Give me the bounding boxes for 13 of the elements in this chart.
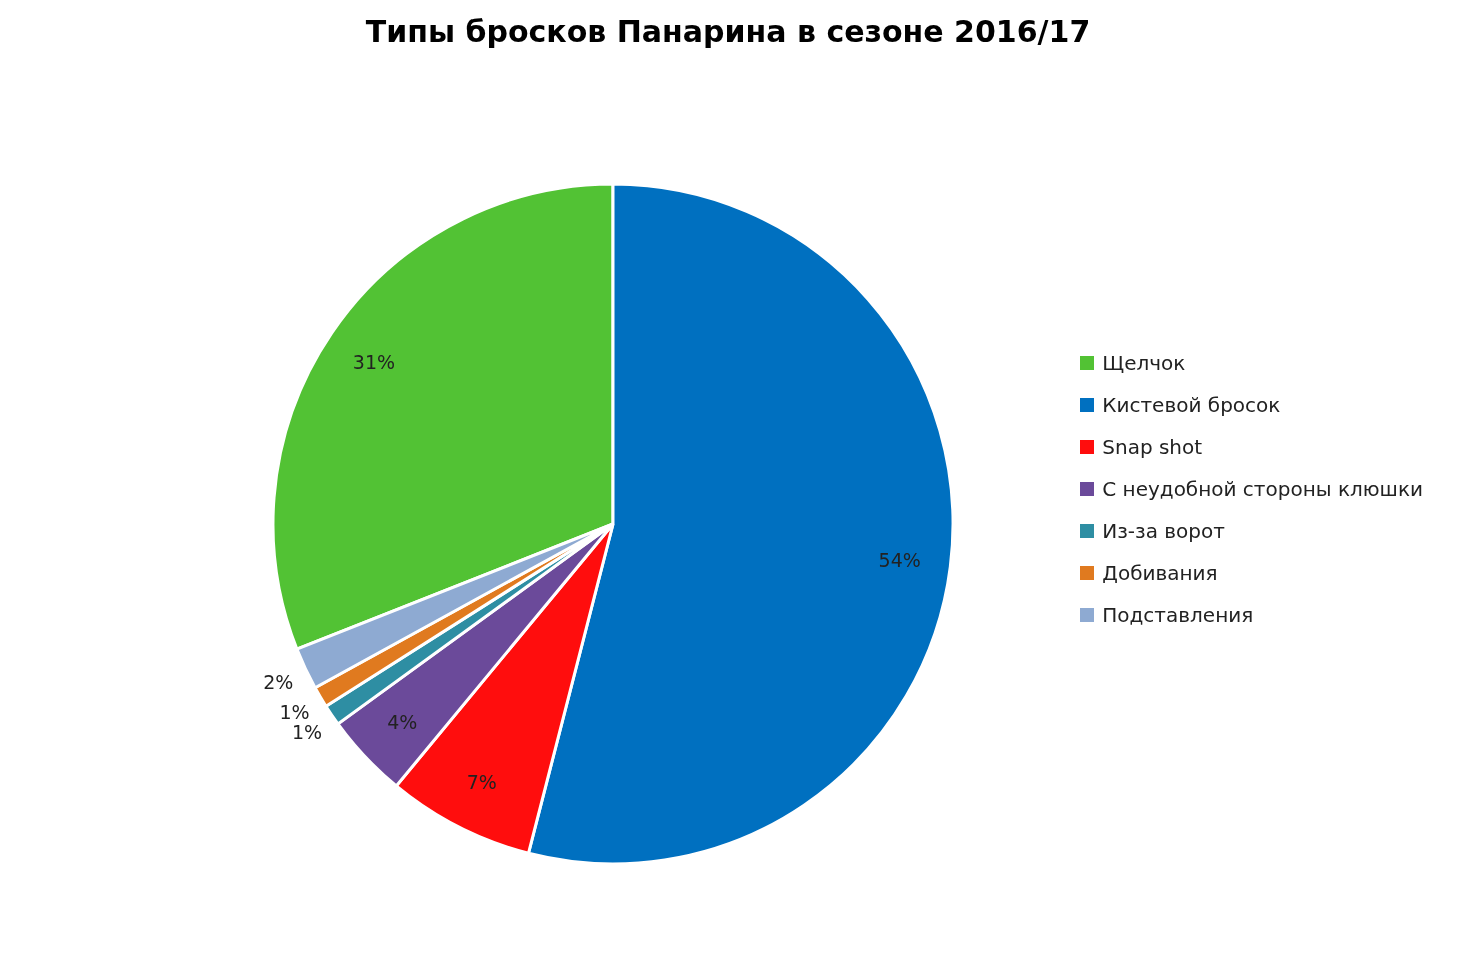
data-label: 54% — [878, 549, 921, 572]
chart-title: Типы бросков Панарина в сезоне 2016/17 — [364, 14, 1092, 49]
legend-label: Кистевой бросок — [1102, 392, 1281, 419]
data-label: 7% — [466, 770, 497, 793]
legend-label: Подставления — [1102, 602, 1254, 629]
legend-label: Snap shot — [1102, 434, 1203, 461]
legend-label: С неудобной стороны клюшки — [1102, 476, 1423, 503]
data-label: 2% — [263, 670, 294, 693]
legend-label: Добивания — [1102, 560, 1218, 587]
data-label: 31% — [352, 350, 396, 373]
legend-label: Щелчок — [1102, 350, 1186, 377]
legend-label: Из-за ворот — [1102, 518, 1225, 545]
data-label: 4% — [387, 710, 418, 733]
